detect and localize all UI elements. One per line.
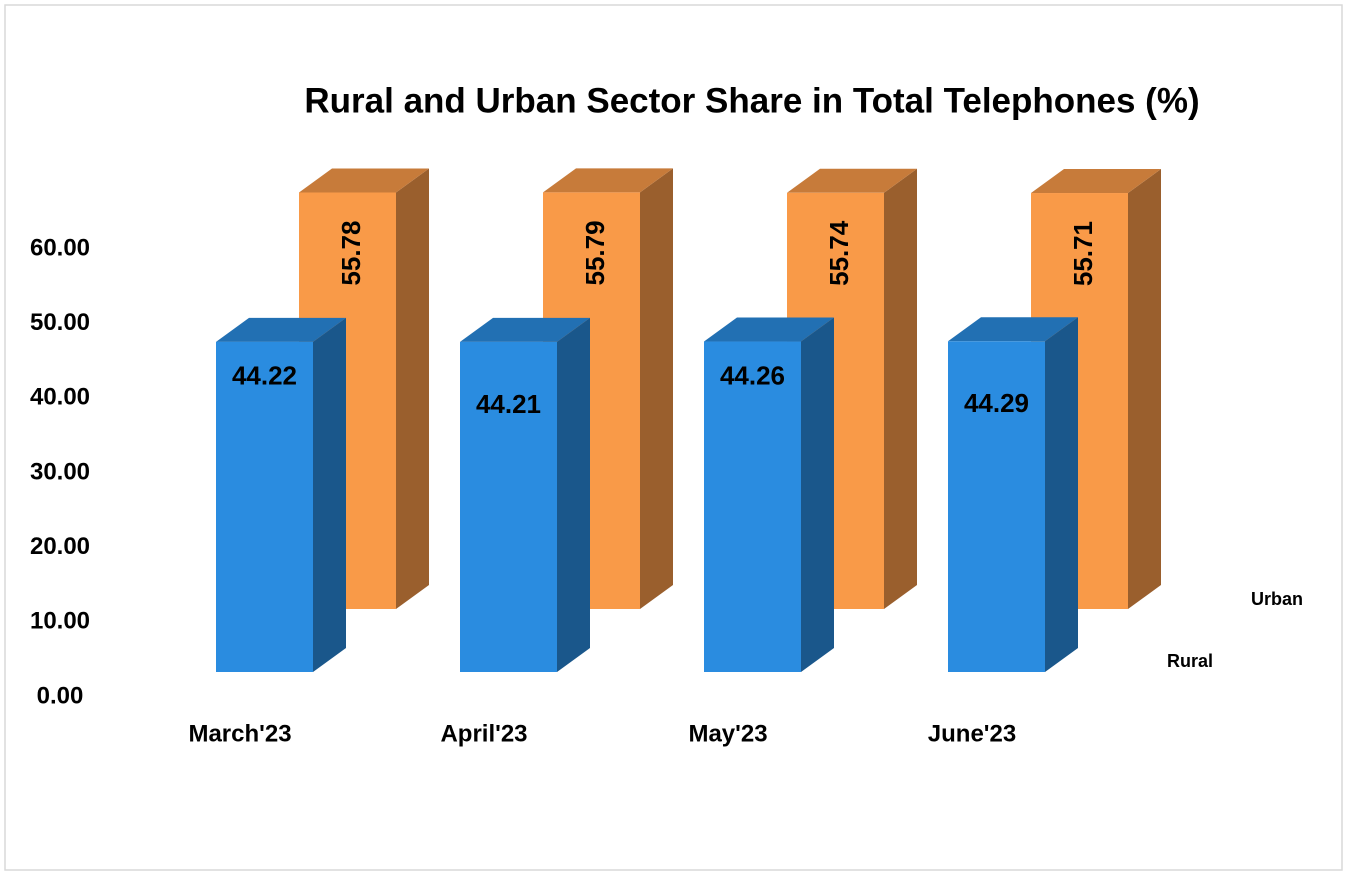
bar-side <box>1128 169 1161 610</box>
value-label: 44.22 <box>232 361 297 391</box>
value-label: 44.21 <box>476 389 541 419</box>
chart-title: Rural and Urban Sector Share in Total Te… <box>304 81 1199 120</box>
bar-top <box>948 317 1078 342</box>
bar-top <box>1031 169 1161 194</box>
value-label: 44.26 <box>720 360 785 390</box>
value-label: 44.29 <box>964 388 1029 418</box>
y-tick-label: 60.00 <box>30 234 90 261</box>
x-tick-label: June'23 <box>928 720 1016 747</box>
bar-side <box>557 317 590 672</box>
bar-side <box>801 317 834 672</box>
y-tick-label: 40.00 <box>30 384 90 411</box>
bar-side <box>1045 317 1078 672</box>
legend-label: Rural <box>1167 651 1213 671</box>
legend-label: Urban <box>1251 589 1303 609</box>
bar-top <box>460 317 590 342</box>
bar-top <box>543 168 673 193</box>
bar-top <box>787 168 917 193</box>
x-tick-label: April'23 <box>440 720 527 747</box>
bar <box>704 341 801 672</box>
bar <box>948 341 1045 672</box>
bar-top <box>216 317 346 342</box>
x-tick-label: May'23 <box>688 720 767 747</box>
y-tick-label: 0.00 <box>37 682 84 709</box>
value-label: 55.71 <box>1068 221 1098 286</box>
bar-side <box>640 168 673 609</box>
bar-side <box>396 168 429 609</box>
bar-side <box>884 168 917 610</box>
value-label: 55.78 <box>336 221 366 286</box>
bar-top <box>299 168 429 193</box>
y-tick-label: 50.00 <box>30 309 90 336</box>
y-tick-label: 10.00 <box>30 608 90 635</box>
bar-top <box>704 317 834 342</box>
y-tick-label: 30.00 <box>30 458 90 485</box>
bar <box>216 341 313 672</box>
bar-side <box>313 317 346 672</box>
y-tick-label: 20.00 <box>30 533 90 560</box>
value-label: 55.79 <box>580 220 610 285</box>
bar <box>460 341 557 672</box>
value-label: 55.74 <box>824 220 854 286</box>
x-tick-label: March'23 <box>188 720 291 747</box>
